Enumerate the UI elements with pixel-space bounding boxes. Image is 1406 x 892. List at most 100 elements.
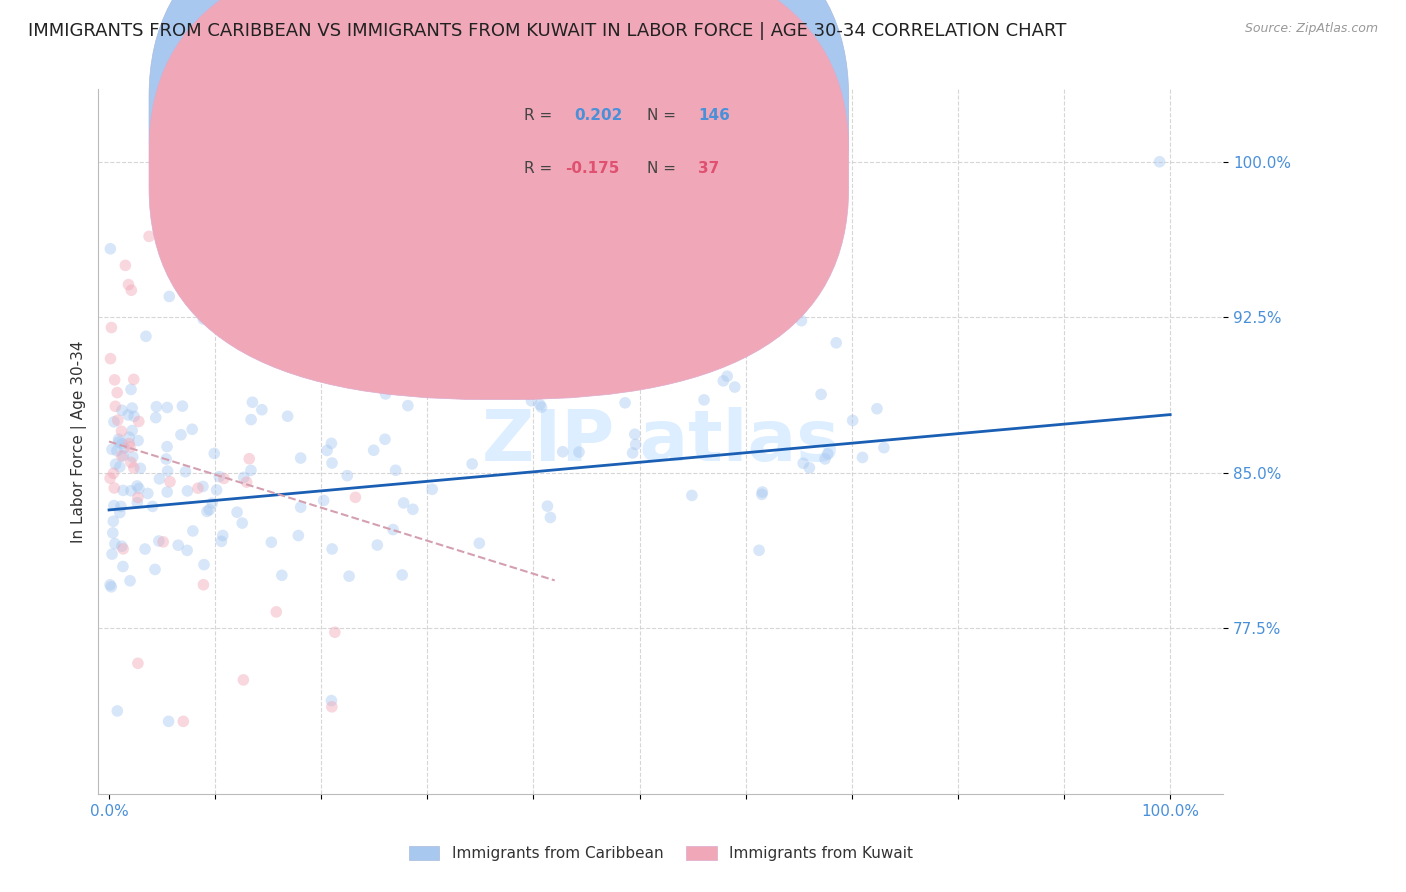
Point	[104, 373, 127, 387]
Y-axis label: In Labor Force | Age 30-34: In Labor Force | Age 30-34	[72, 340, 87, 543]
Text: IMMIGRANTS FROM CARIBBEAN VS IMMIGRANTS FROM KUWAIT IN LABOR FORCE | AGE 30-34 C: IMMIGRANTS FROM CARIBBEAN VS IMMIGRANTS …	[28, 22, 1067, 40]
Point	[181, 422, 204, 436]
Point	[172, 714, 194, 729]
Point	[323, 625, 346, 640]
Point	[287, 528, 309, 542]
FancyBboxPatch shape	[470, 93, 768, 202]
Point	[121, 401, 143, 415]
Point	[529, 398, 551, 412]
Point	[191, 479, 214, 493]
Point	[366, 538, 388, 552]
Point	[468, 536, 491, 550]
Point	[337, 569, 360, 583]
Point	[105, 443, 128, 458]
Point	[120, 483, 142, 498]
Text: R =: R =	[523, 108, 551, 123]
Point	[122, 372, 145, 386]
Point	[104, 457, 127, 471]
Point	[107, 413, 129, 427]
Point	[392, 496, 415, 510]
Point	[167, 538, 190, 552]
Point	[530, 400, 553, 414]
Point	[98, 471, 121, 485]
Point	[122, 461, 145, 475]
Point	[129, 461, 152, 475]
Point	[110, 500, 132, 514]
Point	[111, 559, 134, 574]
Point	[107, 432, 129, 446]
Point	[681, 488, 703, 502]
Point	[382, 523, 405, 537]
Point	[134, 541, 156, 556]
Point	[193, 312, 215, 326]
Point	[461, 457, 484, 471]
Point	[232, 673, 254, 687]
Point	[103, 514, 125, 528]
Point	[121, 424, 143, 438]
Point	[673, 335, 696, 350]
Point	[391, 568, 413, 582]
Point	[108, 506, 131, 520]
Point	[621, 446, 644, 460]
Point	[242, 395, 264, 409]
Point	[112, 541, 135, 556]
Point	[851, 450, 873, 465]
Point	[156, 485, 179, 500]
Point	[205, 483, 228, 497]
Point	[551, 444, 574, 458]
FancyBboxPatch shape	[149, 0, 849, 400]
Point	[138, 229, 160, 244]
Point	[536, 499, 558, 513]
Point	[321, 541, 343, 556]
Point	[127, 434, 149, 448]
Point	[748, 543, 770, 558]
Point	[110, 424, 132, 438]
Point	[250, 402, 273, 417]
Point	[157, 714, 180, 729]
Point	[122, 409, 145, 424]
Point	[344, 490, 367, 504]
Point	[568, 445, 591, 459]
Point	[751, 485, 773, 500]
Point	[98, 242, 121, 256]
Point	[111, 403, 134, 417]
Point	[290, 451, 312, 466]
Point	[520, 393, 543, 408]
Point	[128, 414, 150, 428]
Point	[716, 369, 738, 384]
Point	[202, 446, 225, 460]
Point	[118, 436, 141, 450]
Point	[420, 482, 443, 496]
Text: ZIP atlas: ZIP atlas	[482, 407, 839, 476]
Point	[235, 475, 257, 490]
Point	[104, 399, 127, 413]
Point	[758, 283, 780, 297]
Point	[208, 469, 231, 483]
Point	[107, 435, 129, 450]
Point	[232, 470, 254, 484]
Point	[402, 502, 425, 516]
Point	[103, 467, 125, 481]
Point	[817, 447, 839, 461]
Point	[209, 534, 232, 549]
Point	[111, 436, 134, 450]
Point	[456, 376, 478, 390]
Point	[176, 483, 198, 498]
Point	[363, 443, 385, 458]
Point	[792, 456, 814, 470]
Point	[211, 528, 233, 542]
Point	[159, 475, 181, 489]
Point	[142, 500, 165, 514]
Text: Source: ZipAtlas.com: Source: ZipAtlas.com	[1244, 22, 1378, 36]
Point	[100, 351, 122, 366]
Point	[156, 401, 179, 415]
Point	[316, 443, 339, 458]
Point	[468, 371, 491, 385]
Point	[226, 505, 249, 519]
Point	[624, 437, 647, 451]
Point	[100, 320, 122, 334]
Point	[866, 401, 889, 416]
Point	[841, 413, 863, 427]
Point	[100, 580, 122, 594]
Point	[114, 258, 136, 272]
